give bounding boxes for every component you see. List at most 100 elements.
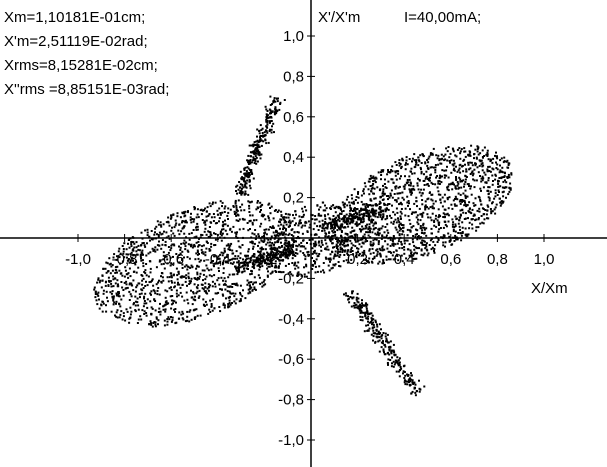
data-point [485, 181, 488, 184]
data-point [222, 267, 225, 270]
data-point [473, 153, 476, 155]
data-point [262, 134, 264, 137]
data-point [491, 161, 494, 164]
data-point [437, 180, 440, 183]
data-point [427, 184, 430, 187]
data-point [442, 212, 445, 215]
data-point [413, 257, 416, 260]
data-point [269, 241, 271, 244]
data-point [121, 274, 124, 277]
data-point [274, 260, 277, 263]
data-point [162, 305, 165, 308]
data-point [127, 258, 130, 260]
data-point [98, 281, 101, 284]
data-point [501, 166, 504, 169]
data-point [340, 218, 343, 221]
data-point [500, 202, 503, 205]
data-point [293, 217, 296, 220]
data-point [289, 253, 291, 256]
data-point [369, 236, 372, 239]
data-point [196, 249, 199, 252]
data-point [444, 223, 447, 226]
data-point [409, 255, 412, 258]
data-point [486, 151, 489, 154]
data-point [120, 272, 123, 275]
data-point [187, 250, 190, 253]
data-point [414, 251, 417, 254]
data-point [496, 157, 499, 160]
data-point [178, 233, 181, 236]
data-point [416, 214, 419, 217]
data-point [100, 304, 103, 307]
data-point [360, 220, 363, 223]
data-point [322, 201, 325, 204]
data-point [358, 307, 361, 310]
data-point [403, 379, 406, 382]
data-point [258, 268, 261, 271]
data-point [314, 265, 317, 268]
data-point [267, 217, 270, 219]
data-point [269, 120, 272, 123]
data-point [278, 233, 281, 236]
data-point [157, 311, 160, 313]
data-point [424, 177, 427, 180]
data-point [205, 219, 208, 222]
data-point [332, 263, 335, 266]
data-point [387, 195, 390, 197]
data-point [394, 161, 397, 164]
data-point [213, 307, 216, 310]
data-point [397, 359, 400, 362]
data-point [238, 245, 241, 248]
data-point [294, 255, 297, 257]
data-point [161, 272, 164, 275]
data-point [484, 173, 487, 176]
data-point [464, 181, 467, 183]
data-point [170, 247, 173, 250]
data-point [435, 154, 438, 157]
data-point [287, 257, 290, 260]
data-point [269, 128, 271, 131]
data-point [357, 223, 360, 226]
data-point [458, 147, 461, 150]
data-point [246, 179, 249, 182]
data-point [277, 270, 280, 273]
data-point [374, 209, 377, 212]
data-point [203, 269, 206, 272]
x-tick-label: -0,4 [205, 251, 231, 268]
data-point [469, 173, 472, 175]
data-point [431, 183, 434, 185]
data-point [118, 295, 121, 298]
data-point [234, 292, 237, 295]
data-point [154, 250, 157, 253]
data-point [424, 207, 427, 210]
data-point [114, 282, 117, 285]
data-point [236, 257, 239, 260]
data-point [208, 274, 211, 277]
data-point [294, 210, 297, 213]
data-point [278, 220, 280, 223]
data-point [282, 224, 285, 227]
data-point [410, 167, 413, 170]
data-point [382, 192, 385, 195]
data-point [235, 298, 238, 301]
data-point [162, 279, 165, 282]
data-point [295, 213, 297, 216]
data-point [373, 177, 376, 180]
data-point [206, 287, 209, 290]
data-point [389, 244, 392, 247]
data-point [478, 207, 481, 210]
data-point [487, 177, 490, 179]
data-point [348, 301, 351, 304]
data-point [196, 222, 199, 225]
data-point [499, 169, 502, 172]
data-point [369, 177, 372, 180]
data-point [410, 372, 412, 375]
data-point [259, 252, 262, 255]
data-point [229, 258, 232, 261]
data-point [453, 203, 456, 206]
data-point [278, 262, 281, 265]
data-point [252, 263, 254, 265]
data-point [354, 199, 357, 201]
data-point [350, 207, 353, 210]
data-point [336, 252, 339, 255]
